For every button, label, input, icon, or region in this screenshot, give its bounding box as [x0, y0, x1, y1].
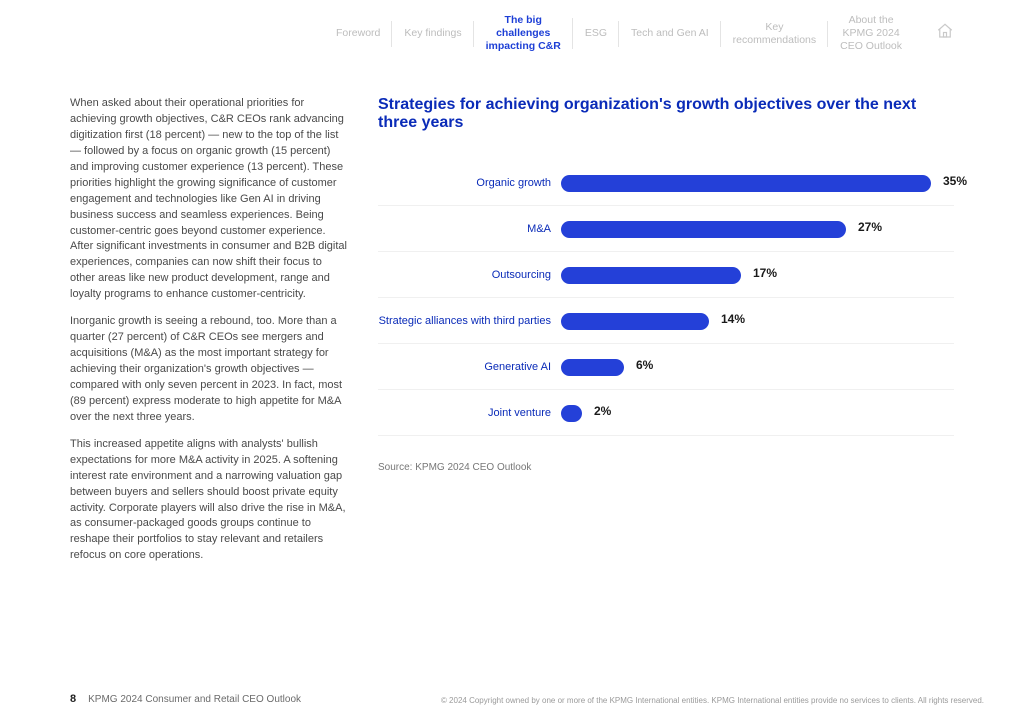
bar — [561, 221, 846, 238]
bar-track: 14% — [561, 313, 931, 330]
chart-row: Strategic alliances with third parties 14… — [378, 298, 954, 344]
bar-value: 17% — [753, 266, 777, 280]
chart-row: Organic growth35% — [378, 160, 954, 206]
top-nav: Foreword Key findings The bigchallengesimp… — [0, 14, 1024, 53]
chart-row-label: Outsourcing — [378, 269, 561, 281]
bar-track: 6% — [561, 359, 931, 376]
bar — [561, 359, 624, 376]
nav-item[interactable]: Tech and Gen AI — [619, 17, 721, 51]
page-body: When asked about their operational prior… — [70, 96, 954, 575]
nav-item-label: challenges — [486, 27, 561, 40]
chart-row: Generative AI 6% — [378, 344, 954, 390]
paragraph-2: Inorganic growth is seeing a rebound, to… — [70, 314, 350, 426]
page-footer: 8 KPMG 2024 Consumer and Retail CEO Outl… — [70, 693, 984, 705]
bar-value: 35% — [943, 174, 967, 188]
footer-left: 8 KPMG 2024 Consumer and Retail CEO Outl… — [70, 693, 301, 705]
nav-item[interactable]: Foreword — [324, 17, 392, 51]
nav-item-label: KPMG 2024 — [840, 27, 902, 40]
bar-track: 35% — [561, 175, 931, 192]
bar-value: 27% — [858, 220, 882, 234]
bar-value: 2% — [594, 404, 611, 418]
bar — [561, 405, 582, 422]
nav-item[interactable]: Key findings — [392, 17, 473, 51]
nav-item[interactable]: The bigchallengesimpacting C&R — [474, 14, 573, 53]
nav-item-label: The big — [486, 14, 561, 27]
chart-column: Strategies for achieving organization's … — [378, 96, 954, 575]
nav-item-label: Key findings — [404, 27, 461, 40]
home-icon[interactable] — [936, 22, 954, 40]
nav-item-label: CEO Outlook — [840, 40, 902, 53]
chart-row-label: Organic growth — [378, 177, 561, 189]
nav-item[interactable]: Keyrecommendations — [721, 17, 828, 51]
page-number: 8 — [70, 693, 76, 705]
copyright-text: © 2024 Copyright owned by one or more of… — [441, 696, 984, 705]
page-root: Foreword Key findings The bigchallengesimp… — [0, 0, 1024, 725]
bar-chart: Organic growth35% M&A 27% Outsourcing 17% Str… — [378, 160, 954, 436]
bar — [561, 175, 931, 192]
bar-value: 14% — [721, 312, 745, 326]
chart-row: Outsourcing 17% — [378, 252, 954, 298]
nav-item-label: recommendations — [733, 34, 816, 47]
nav-item[interactable]: About theKPMG 2024CEO Outlook — [828, 14, 914, 53]
paragraph-1: When asked about their operational prior… — [70, 96, 350, 303]
bar-value: 6% — [636, 358, 653, 372]
nav-item-label: Key — [733, 21, 816, 34]
nav-item-label: About the — [840, 14, 902, 27]
chart-row: Joint venture 2% — [378, 390, 954, 436]
chart-row: M&A 27% — [378, 206, 954, 252]
nav-item[interactable]: ESG — [573, 17, 619, 51]
chart-row-label: Strategic alliances with third parties — [378, 315, 561, 327]
bar — [561, 313, 709, 330]
body-text-column: When asked about their operational prior… — [70, 96, 350, 575]
bar — [561, 267, 741, 284]
nav-item-label: Tech and Gen AI — [631, 27, 709, 40]
chart-row-label: Joint venture — [378, 407, 561, 419]
nav-item-label: ESG — [585, 27, 607, 40]
bar-track: 27% — [561, 221, 931, 238]
chart-row-label: M&A — [378, 223, 561, 235]
chart-title: Strategies for achieving organization's … — [378, 96, 954, 132]
chart-source: Source: KPMG 2024 CEO Outlook — [378, 462, 954, 473]
nav-item-label: Foreword — [336, 27, 380, 40]
chart-row-label: Generative AI — [378, 361, 561, 373]
bar-track: 17% — [561, 267, 931, 284]
nav-item-label: impacting C&R — [486, 40, 561, 53]
doc-title: KPMG 2024 Consumer and Retail CEO Outloo… — [88, 694, 301, 705]
paragraph-3: This increased appetite aligns with anal… — [70, 437, 350, 565]
bar-track: 2% — [561, 405, 931, 422]
